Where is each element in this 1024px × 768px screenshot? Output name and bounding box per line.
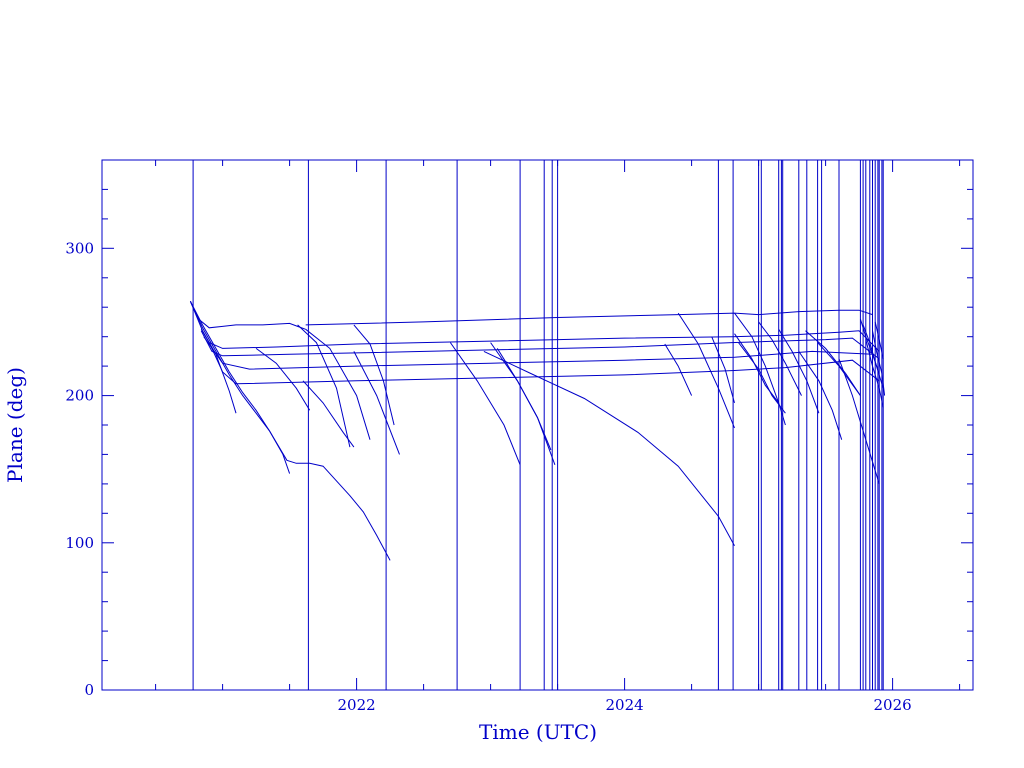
series-line [872, 330, 886, 396]
series-line [305, 309, 873, 326]
series-line [203, 336, 873, 370]
y-tick-label: 100 [65, 534, 94, 552]
series-line [838, 358, 880, 485]
x-tick-label: 2026 [874, 696, 912, 714]
series-line [738, 342, 786, 414]
series-line [758, 321, 802, 396]
series-line [449, 342, 521, 465]
series-line [677, 312, 735, 429]
series-line [496, 348, 552, 451]
y-tick-label: 200 [65, 387, 94, 405]
series-line [305, 328, 371, 440]
tick-labels-group: 0 100 200 300 2022 2024 2026 [65, 239, 911, 714]
series-line [711, 336, 735, 404]
series-line [200, 330, 880, 360]
x-axis-title: Time (UTC) [479, 720, 597, 744]
x-tick-label: 2022 [338, 696, 376, 714]
series-line [874, 321, 884, 359]
series-line [865, 339, 884, 408]
series-group [189, 301, 886, 561]
series-line [353, 324, 395, 426]
series-line [189, 301, 237, 414]
series-line [734, 312, 780, 404]
series-line [302, 380, 355, 448]
plot-frame [101, 159, 974, 691]
series-line [189, 301, 291, 474]
series-line [200, 329, 880, 352]
series-line [862, 324, 884, 389]
series-line [798, 351, 843, 440]
y-tick-label: 300 [65, 239, 94, 257]
series-line [805, 330, 861, 396]
series-line [189, 301, 306, 330]
series-line [734, 333, 786, 426]
series-line [208, 342, 880, 385]
y-tick-label: 0 [84, 681, 94, 699]
series-line [297, 324, 351, 448]
series-line [490, 342, 556, 465]
series-line [664, 343, 693, 396]
series-line [483, 350, 735, 546]
x-tick-label: 2024 [606, 696, 644, 714]
series-line [255, 347, 311, 411]
series-line [778, 329, 820, 414]
series-line [353, 351, 400, 455]
vertical-markers-group [192, 160, 884, 690]
y-axis-title: Plane (deg) [3, 367, 27, 483]
series-line [817, 342, 861, 396]
series-line [189, 301, 391, 561]
ticks-group [102, 159, 973, 691]
